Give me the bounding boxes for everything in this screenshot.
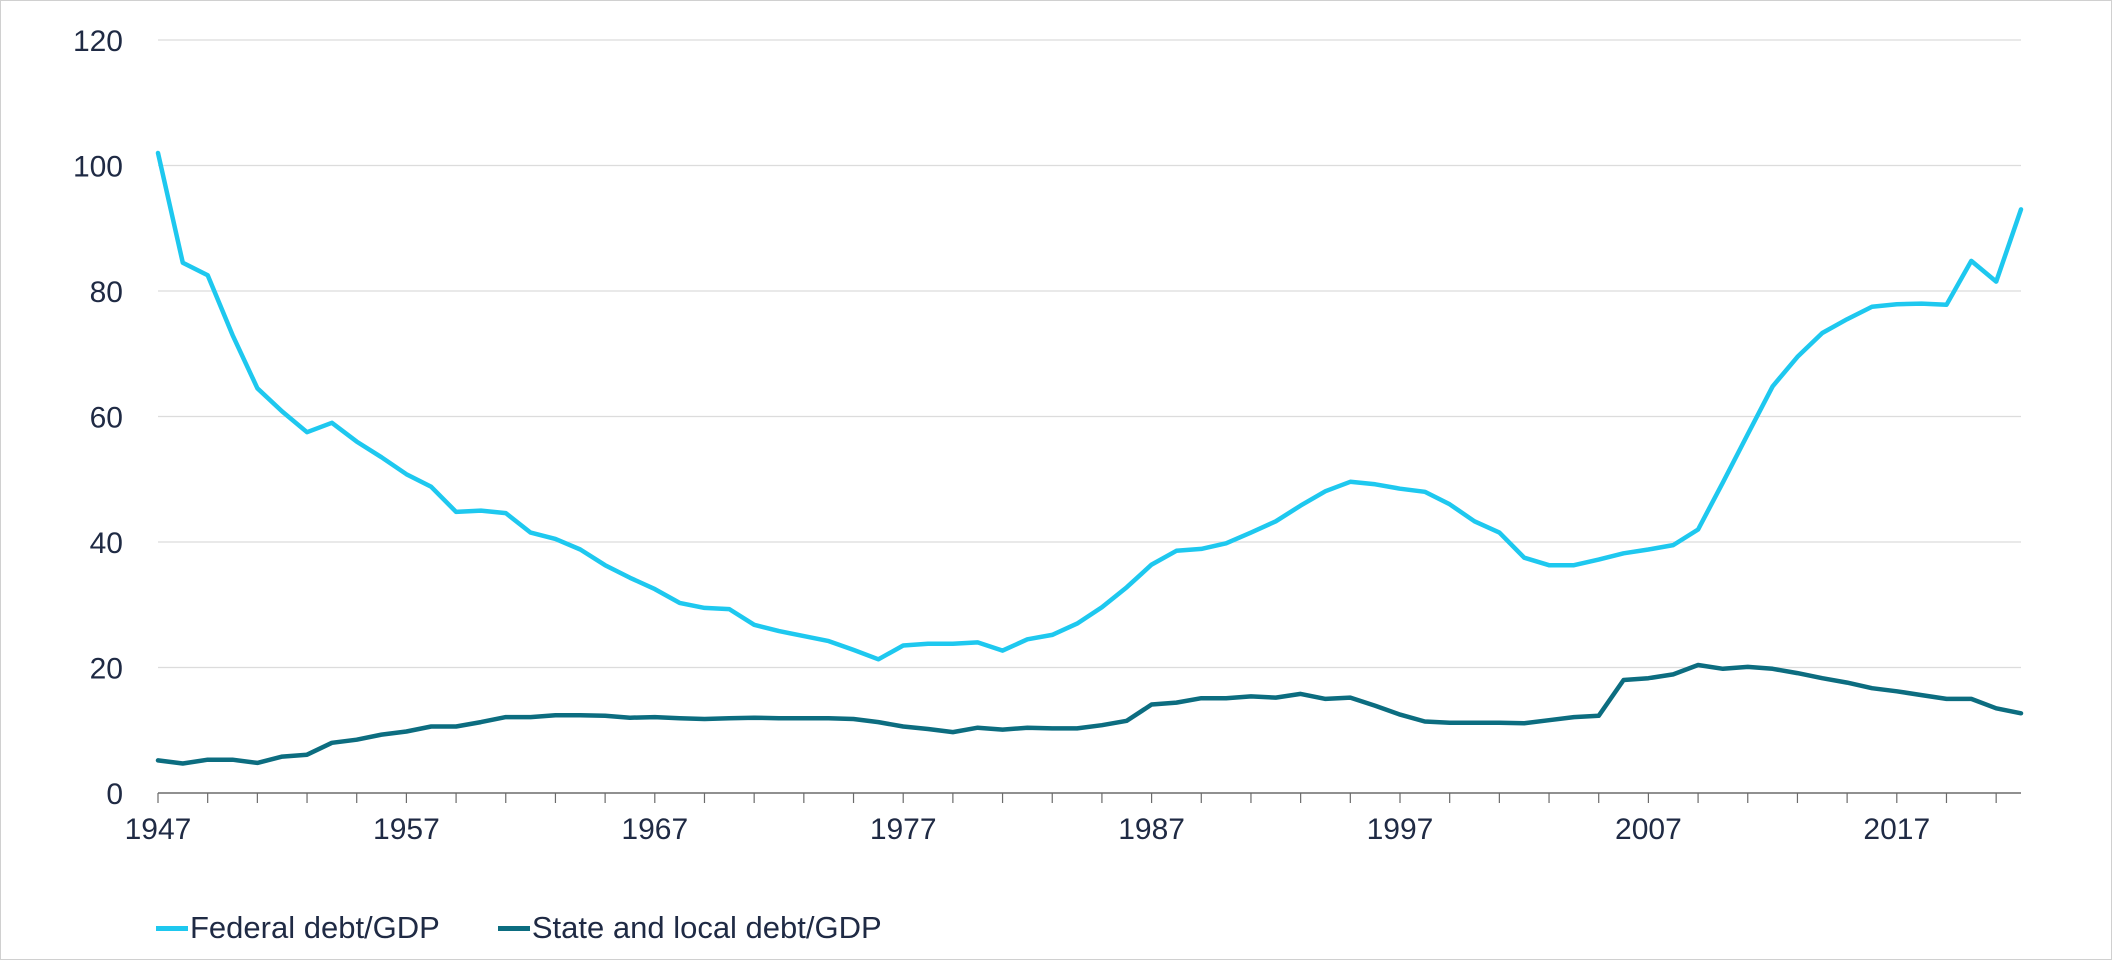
y-tick-label: 60 bbox=[90, 402, 123, 435]
x-tick-label: 1997 bbox=[1367, 813, 1434, 846]
x-tick-label: 1967 bbox=[621, 813, 688, 846]
y-tick-label: 40 bbox=[90, 527, 123, 560]
y-tick-label: 80 bbox=[90, 276, 123, 309]
series-line-1 bbox=[155, 662, 2024, 766]
y-tick-label: 100 bbox=[73, 151, 123, 184]
x-axis bbox=[157, 792, 2021, 803]
x-tick-label: 1957 bbox=[373, 813, 440, 846]
x-tick-label: 2007 bbox=[1615, 813, 1682, 846]
series-lines bbox=[155, 150, 2024, 766]
series-line-0 bbox=[155, 150, 2024, 662]
legend-label-state-local: State and local debt/GDP bbox=[531, 910, 882, 945]
legend: Federal debt/GDP State and local debt/GD… bbox=[156, 906, 882, 950]
gridlines bbox=[158, 39, 2021, 669]
y-tick-label: 20 bbox=[90, 653, 123, 686]
x-axis-tick-labels: 1947 1957 1967 1977 1987 1997 2007 2017 bbox=[125, 813, 1931, 846]
line-chart: 0 20 40 60 80 100 120 1947 1957 1967 1977 1987 1997… bbox=[73, 25, 2024, 846]
legend-swatch-federal bbox=[156, 925, 188, 931]
x-tick-label: 1977 bbox=[870, 813, 937, 846]
x-tick-label: 2017 bbox=[1863, 813, 1930, 846]
legend-swatch-state-local bbox=[497, 925, 530, 931]
legend-label-federal: Federal debt/GDP bbox=[190, 910, 440, 945]
legend-item-federal: Federal debt/GDP bbox=[156, 910, 440, 946]
y-tick-label: 120 bbox=[73, 25, 123, 58]
y-axis-tick-labels: 0 20 40 60 80 100 120 bbox=[73, 25, 123, 811]
y-tick-label: 0 bbox=[106, 778, 123, 811]
x-tick-label: 1987 bbox=[1118, 813, 1185, 846]
legend-item-state-local: State and local debt/GDP bbox=[497, 910, 882, 946]
x-tick-label: 1947 bbox=[125, 813, 192, 846]
